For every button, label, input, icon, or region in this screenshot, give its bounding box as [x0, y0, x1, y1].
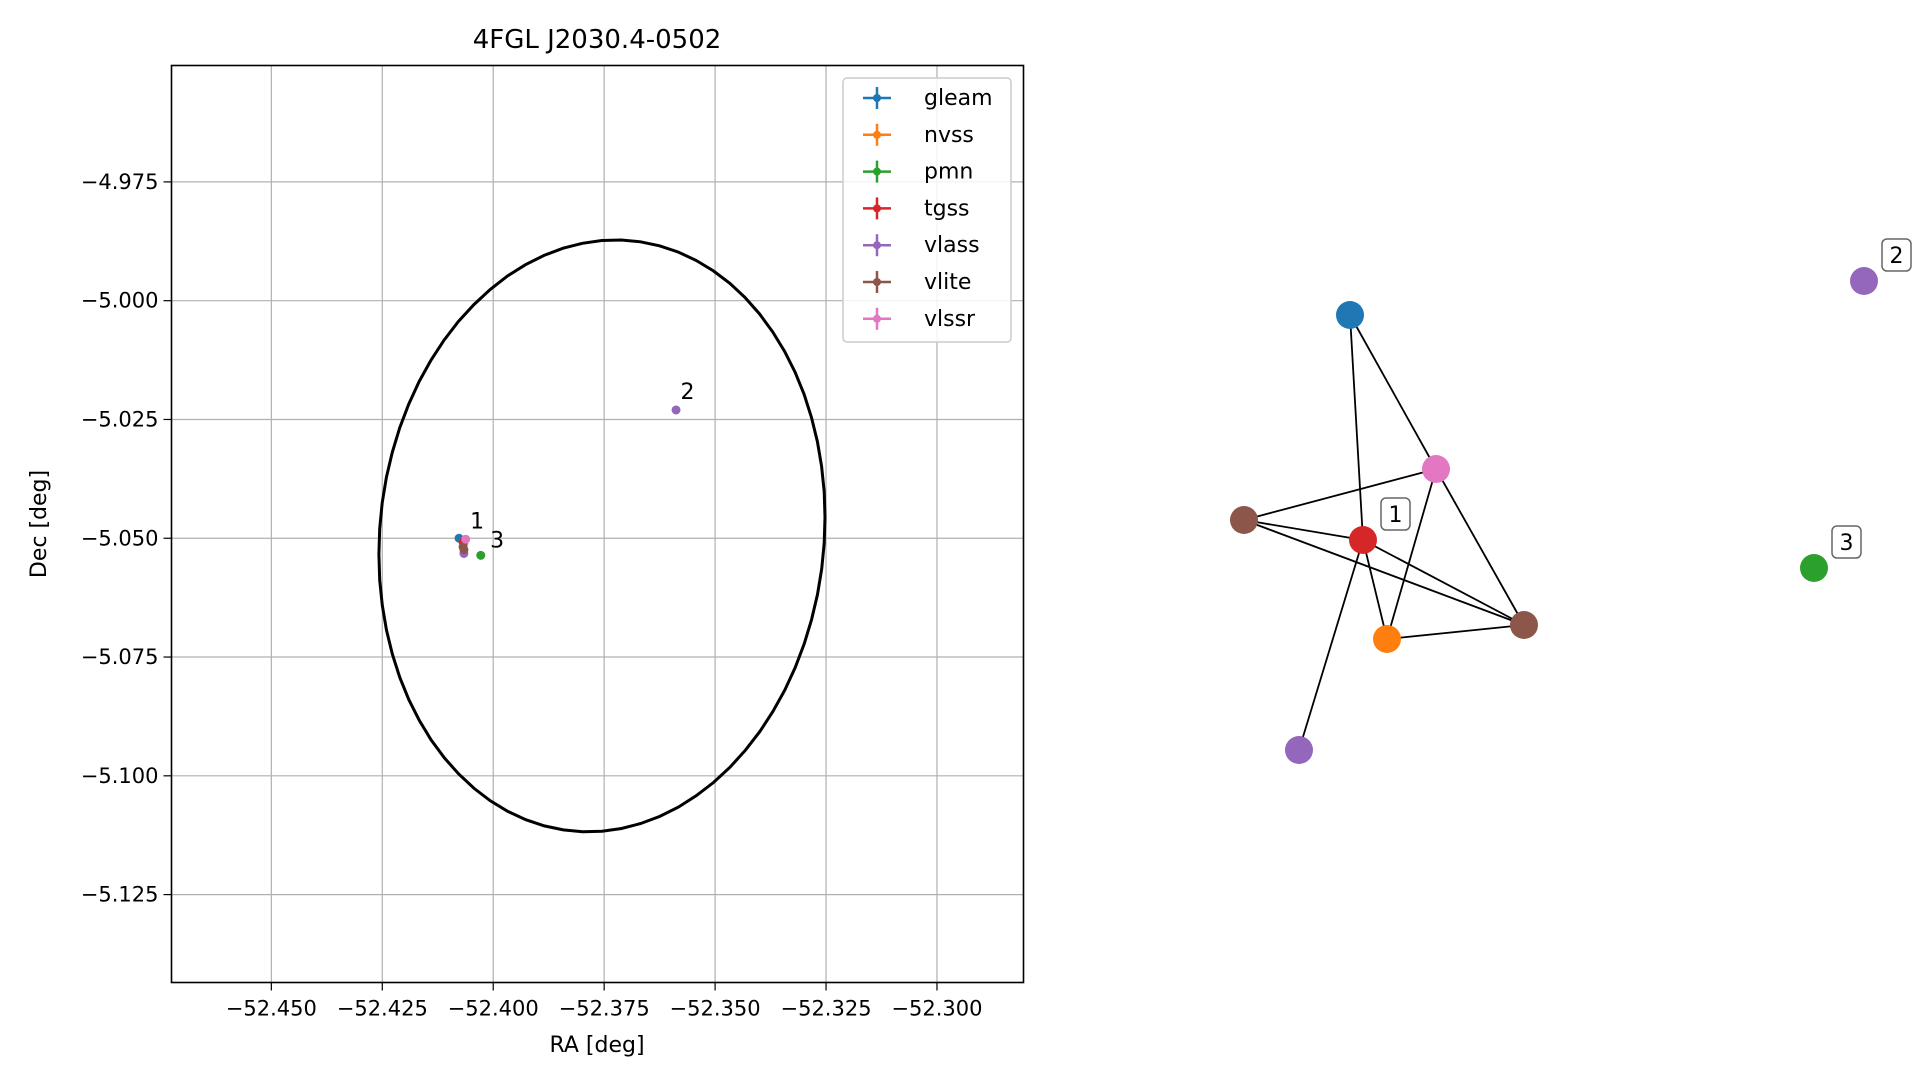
node-label-text: 2 — [1890, 244, 1904, 269]
y-tick-label: −5.100 — [81, 764, 159, 788]
error-ellipse — [377, 238, 827, 834]
graph-node-label: 2 — [1881, 238, 1912, 272]
data-point-vlite — [459, 545, 469, 555]
x-tick-label: −52.450 — [226, 997, 317, 1021]
graph-edge — [1243, 519, 1364, 541]
legend-label: nvss — [924, 123, 974, 148]
legend-label: gleam — [924, 86, 993, 111]
graph-edge — [1435, 468, 1525, 626]
legend-item-pmn: pmn — [863, 160, 973, 185]
y-tick-label: −5.075 — [81, 645, 159, 669]
graph-node-vlass_a — [1285, 736, 1313, 764]
legend-label: vlite — [924, 270, 971, 295]
chart-title: 4FGL J2030.4-0502 — [473, 25, 722, 55]
graph-node-pmn — [1800, 554, 1828, 582]
plot-frame — [170, 64, 1025, 984]
legend-item-vlite: vlite — [863, 270, 971, 295]
legend-marker — [873, 314, 881, 323]
x-axis-label: RA [deg] — [549, 1033, 644, 1058]
graph-edge — [1386, 624, 1525, 640]
graph-node-vlite_b — [1510, 611, 1538, 639]
graph-edge — [1362, 539, 1388, 640]
graph-edge — [1349, 314, 1437, 470]
legend: gleam nvss pmn tgss vlass vlite vlssr — [842, 77, 1012, 343]
node-label-text: 3 — [1840, 531, 1854, 556]
graph-node-vlass_b — [1850, 267, 1878, 295]
x-axis-ticks: −52.450 −52.425 −52.400 −52.375 −52.350 −52.3… — [226, 982, 983, 1021]
x-tick-label: −52.400 — [448, 997, 539, 1021]
legend-item-tgss: tgss — [863, 196, 970, 221]
legend-marker — [873, 278, 881, 286]
graph-node-gleam — [1336, 301, 1364, 329]
x-tick-label: −52.425 — [337, 997, 428, 1021]
error-ellipse-layer — [377, 238, 827, 834]
graph-node-label: 1 — [1380, 497, 1411, 531]
y-tick-label: −5.025 — [81, 407, 159, 431]
node-label-text: 1 — [1389, 503, 1403, 528]
graph-node-labels: 1 2 3 — [1380, 238, 1912, 559]
y-tick-label: −5.050 — [81, 526, 159, 550]
x-tick-label: −52.350 — [670, 997, 761, 1021]
x-tick-label: −52.325 — [780, 997, 871, 1021]
node-label-box — [1881, 238, 1912, 272]
point-label: 1 — [470, 509, 484, 534]
graph-edge — [1362, 539, 1525, 626]
data-points — [454, 405, 681, 560]
point-label: 3 — [490, 528, 504, 553]
legend-marker — [873, 241, 881, 250]
legend-marker — [873, 204, 881, 213]
legend-label: vlssr — [924, 307, 976, 332]
y-axis-label: Dec [deg] — [27, 470, 52, 578]
x-tick-label: −52.375 — [559, 997, 650, 1021]
legend-item-gleam: gleam — [863, 86, 993, 111]
legend-label: tgss — [924, 196, 970, 221]
x-tick-label: −52.300 — [891, 997, 982, 1021]
legend-marker — [873, 130, 881, 139]
data-point-pmn — [476, 550, 486, 560]
network-graph: 1 2 3 — [1230, 238, 1912, 764]
point-label: 2 — [680, 380, 694, 405]
graph-node-nvss — [1373, 625, 1401, 653]
data-point-vlass — [671, 405, 681, 415]
data-point-vlssr — [461, 534, 471, 544]
graph-edge — [1386, 468, 1437, 640]
graph-node-label: 3 — [1831, 525, 1862, 559]
graph-edges — [1243, 314, 1525, 751]
y-tick-label: −5.000 — [81, 289, 159, 313]
legend-item-nvss: nvss — [863, 123, 974, 148]
graph-edge — [1349, 314, 1364, 541]
scatter-chart: 4FGL J2030.4-0502 123 −52.450 −52.425 −52.… — [27, 25, 1025, 1058]
graph-edge — [1243, 468, 1437, 521]
legend-item-vlssr: vlssr — [863, 307, 976, 332]
y-tick-label: −4.975 — [81, 170, 159, 194]
point-labels: 1 2 3 — [470, 380, 694, 553]
graph-nodes — [1230, 267, 1878, 764]
legend-label: vlass — [924, 233, 980, 258]
y-tick-label: −5.125 — [81, 883, 159, 907]
legend-marker — [873, 167, 881, 176]
graph-edge — [1243, 519, 1525, 626]
legend-box — [842, 77, 1012, 343]
node-label-box — [1831, 525, 1862, 559]
graph-node-tgss — [1349, 526, 1377, 554]
legend-marker — [873, 94, 881, 102]
node-label-box — [1380, 497, 1411, 531]
legend-label: pmn — [924, 160, 973, 185]
y-axis-ticks: −4.975 −5.000 −5.025 −5.050 −5.075 −5.100 −5.1… — [81, 170, 172, 907]
graph-node-vlite_a — [1230, 506, 1258, 534]
graph-edge — [1298, 539, 1364, 751]
graph-node-vlssr — [1422, 455, 1450, 483]
legend-item-vlass: vlass — [863, 233, 980, 258]
